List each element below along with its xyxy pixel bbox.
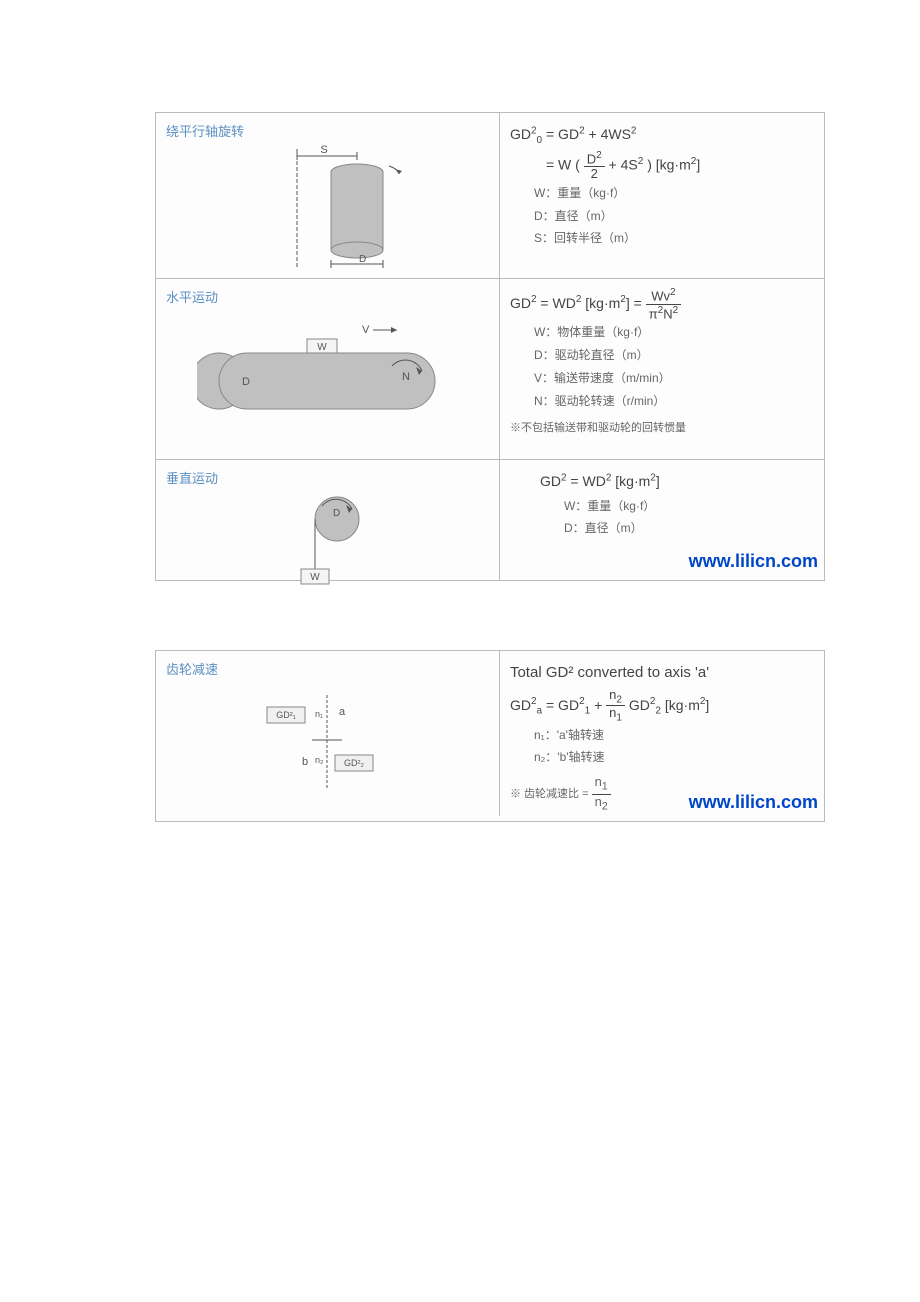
row2-def-v: V：输送带速度（m/min） [534,367,814,390]
cylinder-diagram: S D [166,144,489,274]
svg-text:b: b [302,756,308,768]
watermark-1: www.lilicn.com [689,544,818,578]
row3-def-w: W：重量（kg·f） [564,495,814,518]
t2-formula-title: Total GD² converted to axis 'a' [510,659,814,688]
row2-def-d: D：驱动轮直径（m） [534,344,814,367]
row-parallel-axis: 绕平行轴旋转 S [156,113,824,279]
svg-text:a: a [339,706,346,718]
svg-text:D: D [242,376,250,388]
svg-text:W: W [311,572,321,583]
svg-text:n₁: n₁ [315,709,323,719]
table-2: 齿轮减速 a GD²₁ n₁ b n₂ [155,650,825,822]
row1-formula-2: = W ( D22 + 4S2 ) [kg·m2] [546,150,814,182]
label-s: S [321,144,328,156]
row1-title: 绕平行轴旋转 [166,121,489,140]
t2-def-n2: n₂：'b'轴转速 [534,746,814,769]
t2-left-cell: 齿轮减速 a GD²₁ n₁ b n₂ [156,651,500,816]
row1-right-cell: GD20 = GD2 + 4WS2 = W ( D22 + 4S2 ) [kg·… [500,113,824,278]
svg-text:GD²₂: GD²₂ [344,758,364,768]
svg-text:N: N [402,371,410,383]
t2-def-n1: n₁：'a'轴转速 [534,724,814,747]
svg-text:D: D [333,508,340,519]
row1-def-s: S：回转半径（m） [534,227,814,250]
row-horizontal-motion: 水平运动 V W D [156,279,824,460]
svg-text:V: V [362,324,370,336]
row3-title: 垂直运动 [166,468,489,487]
row2-def-n: N：驱动轮转速（r/min） [534,390,814,413]
row-gear-reduction: 齿轮减速 a GD²₁ n₁ b n₂ [156,651,824,821]
label-d: D [359,254,366,265]
svg-text:GD²₁: GD²₁ [277,710,297,720]
row1-formula-1: GD20 = GD2 + 4WS2 [510,121,814,150]
svg-text:n₂: n₂ [315,755,324,765]
t2-right-cell: Total GD² converted to axis 'a' GD2a = G… [500,651,824,821]
conveyor-diagram: V W D N [166,310,489,451]
row3-right-cell: GD2 = WD2 [kg·m2] W：重量（kg·f） D：直径（m） www… [500,460,824,580]
table-1: 绕平行轴旋转 S [155,112,825,581]
row-vertical-motion: 垂直运动 D W GD2 = WD2 [kg·m2] W：重量（kg·f） D：… [156,460,824,580]
row1-def-d: D：直径（m） [534,205,814,228]
pulley-diagram: D W [166,491,489,586]
row1-left-cell: 绕平行轴旋转 S [156,113,500,278]
row2-note: ※不包括输送带和驱动轮的回转惯量 [510,418,814,439]
t2-title: 齿轮减速 [166,659,489,678]
watermark-2: www.lilicn.com [689,785,818,819]
row2-title: 水平运动 [166,287,489,306]
t2-formula-1: GD2a = GD21 + n2n1 GD22 [kg·m2] [510,688,814,724]
row2-formula-1: GD2 = WD2 [kg·m2] = Wv2π2N2 [510,287,814,321]
row3-formula-1: GD2 = WD2 [kg·m2] [540,468,814,495]
row1-def-w: W：重量（kg·f） [534,182,814,205]
row3-def-d: D：直径（m） [564,517,814,540]
row3-left-cell: 垂直运动 D W [156,460,500,580]
row2-def-w: W：物体重量（kg·f） [534,321,814,344]
gear-diagram: a GD²₁ n₁ b n₂ GD²₂ [166,682,489,808]
row2-right-cell: GD2 = WD2 [kg·m2] = Wv2π2N2 W：物体重量（kg·f）… [500,279,824,459]
row2-left-cell: 水平运动 V W D [156,279,500,459]
svg-text:W: W [318,342,328,353]
